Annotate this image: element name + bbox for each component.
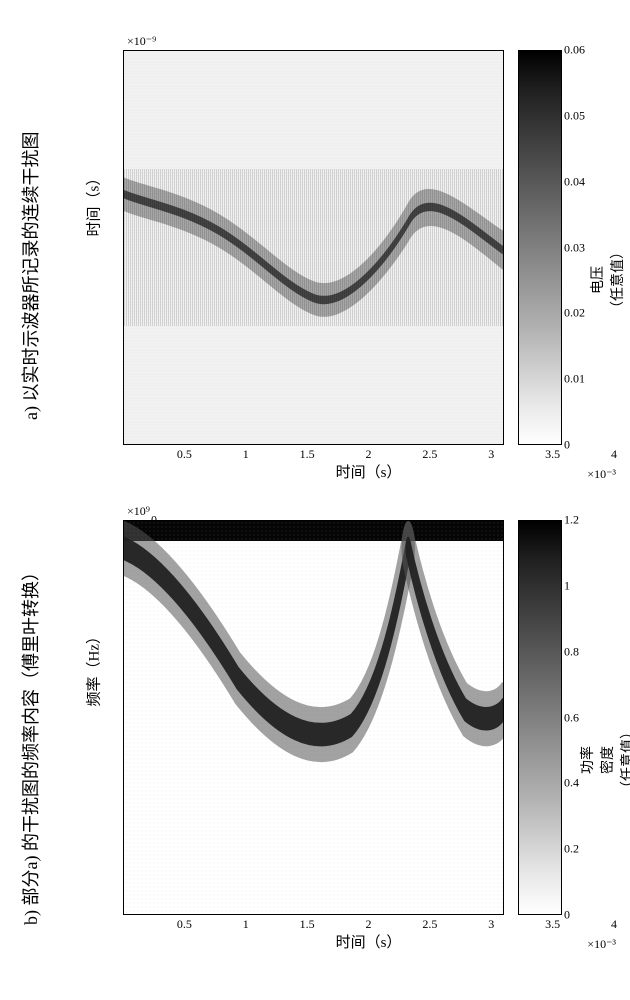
x-tick: 3.5 xyxy=(545,447,560,462)
chirp-curve xyxy=(124,521,503,914)
colorbar-tick: 0.8 xyxy=(564,644,579,659)
colorbar-ticks: 1.210.80.60.40.20 xyxy=(564,520,598,915)
x-axis: 0.5 1 1.5 2 2.5 3 3.5 4 时间（s） ×10⁻³ xyxy=(123,447,614,480)
x-tick: 0.5 xyxy=(177,917,192,932)
panel-title: a) 以实时示波器所记录的连续干扰图 xyxy=(17,132,43,420)
colorbar-tick: 1.2 xyxy=(564,513,579,528)
x-tick: 2.5 xyxy=(422,917,437,932)
colorbar-tick: 1 xyxy=(564,578,570,593)
y-axis-exponent: ×10⁻⁹ xyxy=(127,34,156,49)
x-tick: 3 xyxy=(488,917,494,932)
colorbar-tick: 0.02 xyxy=(564,306,585,321)
figure-area: ×10⁻⁹时间（s）246810120.511.522.533.54时间（s）×… xyxy=(83,40,622,480)
plot-box xyxy=(123,50,504,445)
colorbar-tick: 0.2 xyxy=(564,842,579,857)
colorbar-tick: 0.03 xyxy=(564,240,585,255)
x-tick: 4 xyxy=(611,447,617,462)
colorbar-column: 0.060.050.040.030.020.010电压（任意值） xyxy=(512,40,622,480)
colorbar-tick: 0.04 xyxy=(564,174,585,189)
x-tick: 2 xyxy=(366,447,372,462)
colorbar-column: 1.210.80.60.40.20功率密度（任意值） xyxy=(512,510,622,950)
colorbar-tick: 0 xyxy=(564,908,570,923)
colorbar xyxy=(518,50,562,445)
x-tick: 1 xyxy=(243,447,249,462)
y-axis-exponent: ×10⁹ xyxy=(127,504,150,519)
panel-a: a) 以实时示波器所记录的连续干扰图×10⁻⁹时间（s）246810120.51… xyxy=(8,30,622,490)
colorbar-tick: 0.05 xyxy=(564,108,585,123)
plot-column: ×10⁻⁹时间（s）246810120.511.522.533.54时间（s）×… xyxy=(83,40,512,480)
colorbar-tick: 0 xyxy=(564,438,570,453)
x-tick: 2.5 xyxy=(422,447,437,462)
band-texture xyxy=(124,169,503,326)
plot-column: ×10⁹频率（Hz）024680.511.522.533.54时间（s）×10⁻… xyxy=(83,510,512,950)
x-tick: 1 xyxy=(243,917,249,932)
colorbar-tick: 0.06 xyxy=(564,43,585,58)
x-axis-label: 时间（s） xyxy=(336,461,402,482)
x-tick: 1.5 xyxy=(300,447,315,462)
colorbar-label: 功率密度（任意值） xyxy=(577,725,630,795)
colorbar-tick: 0.6 xyxy=(564,710,579,725)
panel-b: b) 部分a) 的干扰图的频率内容（傅里叶转换）×10⁹频率（Hz）024680… xyxy=(8,500,622,960)
x-axis-label: 时间（s） xyxy=(336,931,402,952)
x-axis-exponent: ×10⁻³ xyxy=(587,937,616,952)
x-tick: 3 xyxy=(488,447,494,462)
x-tick: 4 xyxy=(611,917,617,932)
x-tick: 1.5 xyxy=(300,917,315,932)
x-tick: 0.5 xyxy=(177,447,192,462)
plot-box xyxy=(123,520,504,915)
y-axis-label: 频率（Hz） xyxy=(83,629,104,707)
colorbar-tick: 0.01 xyxy=(564,372,585,387)
x-axis-exponent: ×10⁻³ xyxy=(587,467,616,482)
x-axis: 0.5 1 1.5 2 2.5 3 3.5 4 时间（s） ×10⁻³ xyxy=(123,917,614,950)
x-tick: 3.5 xyxy=(545,917,560,932)
panel-title: b) 部分a) 的干扰图的频率内容（傅里叶转换） xyxy=(17,563,43,925)
x-tick: 2 xyxy=(366,917,372,932)
colorbar xyxy=(518,520,562,915)
y-axis-label: 时间（s） xyxy=(83,171,104,237)
figure-area: ×10⁹频率（Hz）024680.511.522.533.54时间（s）×10⁻… xyxy=(83,510,622,950)
colorbar-label: 电压（任意值） xyxy=(587,245,627,315)
